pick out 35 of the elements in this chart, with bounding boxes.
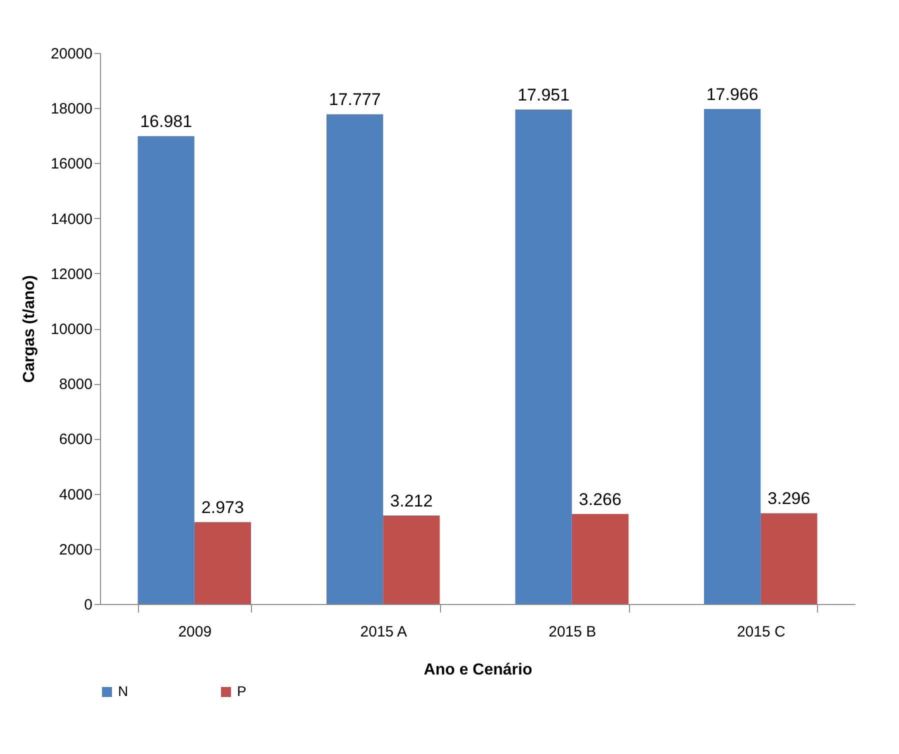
x-tick-label: 2015 B [548, 624, 596, 640]
data-label: 17.966 [706, 85, 758, 104]
data-label: 3.296 [768, 489, 810, 508]
y-tick-label: 8000 [59, 376, 92, 394]
legend-label: N [118, 683, 128, 699]
data-label: 3.266 [578, 490, 622, 510]
bar [572, 514, 628, 604]
data-label: 17.777 [328, 90, 381, 110]
y-tick-label: 16000 [50, 156, 92, 173]
y-tick-label: 4000 [59, 486, 92, 504]
y-tick-label: 2000 [59, 541, 92, 558]
y-tick-label: 10000 [50, 321, 92, 338]
x-axis-title: Ano e Cenário [424, 662, 532, 678]
y-tick-label: 14000 [50, 210, 92, 228]
y-tick-label: 20000 [50, 46, 92, 62]
y-tick-label: 12000 [50, 266, 92, 283]
bar [760, 513, 818, 604]
bar [138, 136, 194, 604]
data-label: 3.212 [390, 492, 433, 511]
data-label: 16.981 [140, 112, 192, 132]
y-tick-label: 18000 [50, 100, 92, 118]
y-tick-label: 0 [84, 596, 92, 614]
x-tick-label: 2015 A [360, 624, 407, 640]
bar [326, 114, 384, 604]
bar [383, 516, 440, 604]
legend-label: P [237, 683, 246, 699]
y-axis-title: Cargas (t/ano) [20, 275, 38, 383]
data-label: 17.951 [518, 85, 570, 104]
bar [704, 109, 761, 604]
data-label: 2.973 [201, 498, 244, 518]
bar [515, 109, 572, 604]
y-tick-label: 6000 [59, 431, 92, 448]
x-tick-label: 2009 [178, 624, 212, 640]
bar [194, 522, 251, 604]
x-tick-label: 2015 C [736, 624, 786, 640]
